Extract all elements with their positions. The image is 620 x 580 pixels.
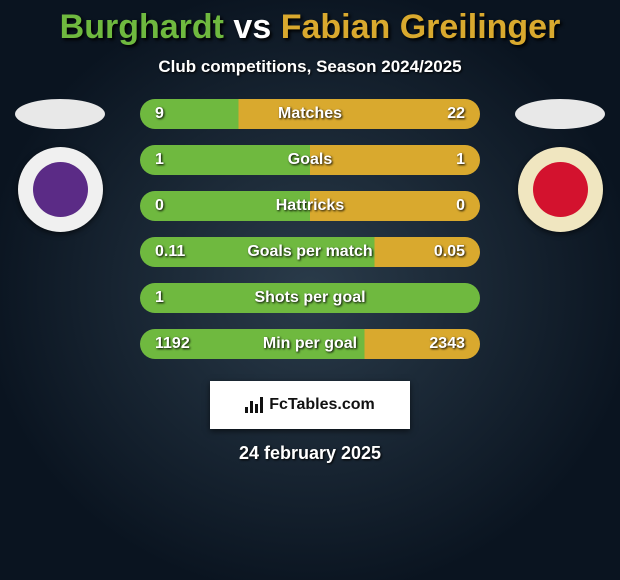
page-title: Burghardt vs Fabian Greilinger	[0, 0, 620, 47]
stat-label: Min per goal	[140, 335, 480, 353]
stat-bar: 1Goals1	[140, 145, 480, 175]
stat-bar: 1Shots per goal	[140, 283, 480, 313]
player-left-column	[0, 99, 120, 232]
stat-label: Matches	[140, 105, 480, 123]
title-player2: Fabian Greilinger	[281, 8, 561, 46]
stat-bar: 9Matches22	[140, 99, 480, 129]
title-player1: Burghardt	[60, 8, 224, 46]
subtitle: Club competitions, Season 2024/2025	[0, 57, 620, 77]
stat-bar: 0Hattricks0	[140, 191, 480, 221]
player-right-club-badge	[518, 147, 603, 232]
player-left-avatar	[15, 99, 105, 129]
stat-bar: 0.11Goals per match0.05	[140, 237, 480, 267]
stat-label: Goals	[140, 151, 480, 169]
player-right-avatar	[515, 99, 605, 129]
footer-brand-text: FcTables.com	[269, 396, 375, 414]
comparison-content: 9Matches22 1Goals1 0Hattricks0 0.11Goals pe…	[0, 99, 620, 359]
stat-bar: 1192Min per goal2343	[140, 329, 480, 359]
stat-label: Goals per match	[140, 243, 480, 261]
date-text: 24 february 2025	[0, 443, 620, 464]
club-badge-inner	[533, 162, 588, 217]
stat-bars-container: 9Matches22 1Goals1 0Hattricks0 0.11Goals pe…	[140, 99, 480, 359]
player-right-column	[500, 99, 620, 232]
club-badge-inner	[33, 162, 88, 217]
stat-label: Shots per goal	[140, 289, 480, 307]
player-left-club-badge	[18, 147, 103, 232]
chart-icon	[245, 397, 263, 413]
stat-label: Hattricks	[140, 197, 480, 215]
footer-brand-badge[interactable]: FcTables.com	[210, 381, 410, 429]
title-vs: vs	[224, 8, 281, 46]
